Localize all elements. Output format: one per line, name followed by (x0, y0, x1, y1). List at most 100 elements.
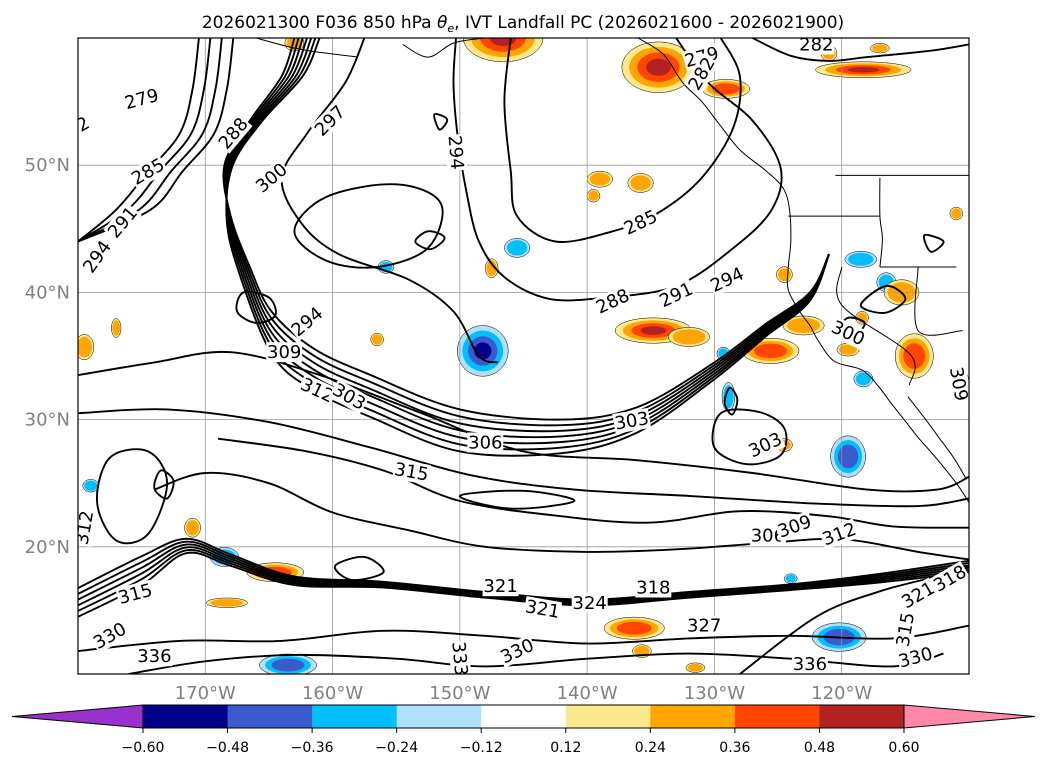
contour-label-halo (612, 407, 652, 434)
ivt-shade (186, 520, 199, 536)
colorbar-swatch (396, 705, 482, 728)
colorbar-tick-label: −0.60 (122, 740, 165, 756)
colorbar-extend-low (11, 704, 144, 729)
contour-label-halo (706, 263, 748, 297)
contour-line (78, 543, 969, 603)
contour-label-halo (774, 510, 815, 542)
colorbar-swatch (734, 705, 820, 728)
contour-label-halo (121, 84, 162, 114)
colorbar-tick-label: 0.12 (550, 740, 581, 756)
ivt-shade (847, 67, 880, 73)
ivt-shade (474, 342, 492, 360)
contour-label-halo (444, 133, 468, 172)
contour-label-halo (749, 525, 786, 546)
ivt-shade (630, 175, 651, 191)
contour-label: 306 (467, 432, 504, 454)
ivt-shade (848, 252, 874, 266)
contour-loop (333, 555, 385, 581)
contour-label-text: 312 (72, 509, 99, 546)
contour-label-halo (78, 109, 99, 145)
contour-loop (293, 183, 444, 269)
contour-label-text: 336 (793, 654, 827, 675)
ivt-shade (271, 658, 305, 672)
contour-loop (723, 386, 739, 416)
contour-line (78, 350, 969, 493)
contour-label: 309 (266, 342, 303, 363)
ivt-shade (872, 44, 888, 52)
contour-label: 312 (72, 508, 99, 548)
title-prefix: 2026021300 F036 850 hPa (202, 13, 437, 33)
longitude-axis: 170°W 160°W 150°W 140°W 130°W 120°W (175, 683, 873, 704)
ivt-shade (951, 208, 962, 219)
lat-tick-label: 30°N (25, 410, 70, 431)
ivt-shade (616, 621, 652, 635)
title-subscript: e (447, 22, 454, 35)
ivt-shade (646, 58, 671, 76)
title-theta: θ (437, 13, 448, 33)
contour-label-halo (827, 316, 869, 350)
colorbar-swatch (565, 705, 651, 728)
colorbar-tick-label: 0.24 (635, 740, 666, 756)
contour-label-text: 306 (751, 525, 785, 546)
contour-loop (96, 448, 169, 545)
colorbar-swatch (312, 705, 398, 728)
ivt-shade (785, 574, 796, 583)
colorbar-swatch (481, 705, 567, 728)
colorbar-extend-high (903, 704, 1036, 729)
lon-tick-label: 140°W (557, 683, 618, 704)
ivt-shade (210, 598, 244, 607)
ivt-shade (903, 343, 926, 369)
contour-label-text: 333 (447, 641, 471, 677)
contour-label: 324 (571, 592, 608, 614)
contour-line (78, 537, 969, 601)
ivt-shade (687, 663, 703, 672)
ivt-shade (672, 329, 706, 345)
ivt-shade (640, 326, 667, 335)
contour-label-halo (136, 646, 173, 667)
contour-line (225, 38, 830, 451)
ivt-shade (84, 480, 98, 491)
colorbar: −0.60 −0.48 −0.36 −0.24 −0.12 0.12 0.24 0.36 0.4… (11, 704, 1036, 756)
ivt-shade (634, 646, 650, 657)
contour-label-halo (895, 643, 936, 672)
contour-label-text: 324 (573, 593, 607, 614)
contour-line (217, 437, 969, 529)
contour-label-halo (286, 302, 328, 341)
title-suffix: , IVT Landfall PC (2026021600 - 20260219… (454, 13, 844, 33)
contour-line (78, 551, 969, 618)
contour-label-halo (496, 634, 538, 668)
contour-line (224, 38, 830, 439)
contour-label-halo (310, 100, 350, 141)
contour-line (78, 38, 200, 243)
coast-line (637, 38, 969, 503)
contour-label-halo (392, 458, 431, 485)
contour-label-halo (686, 615, 723, 636)
contour-label-text: 321 (483, 576, 517, 597)
contour-label: 294 (444, 133, 468, 172)
lat-tick-label: 40°N (25, 282, 70, 303)
contour-line (752, 38, 969, 62)
contour-label-halo (655, 278, 697, 312)
contour-line (78, 540, 969, 602)
contour-label-halo (78, 236, 116, 278)
ivt-shade (787, 317, 821, 334)
contour-label: 321 (523, 596, 563, 623)
lat-tick-label: 50°N (25, 155, 70, 176)
colorbar-tick-label: −0.24 (375, 740, 418, 756)
lon-tick-label: 130°W (684, 683, 745, 704)
contour-label-halo (791, 653, 828, 674)
ivt-shade (588, 190, 599, 201)
contour-line (78, 546, 969, 607)
contour-label-halo (103, 202, 142, 243)
coast-line (256, 38, 359, 58)
contour-label: 306 (749, 525, 786, 546)
contour-label-halo (523, 596, 563, 623)
lon-tick-label: 150°W (429, 683, 490, 704)
contour-label-halo (635, 577, 672, 598)
theta-e-contours (78, 38, 969, 674)
colorbar-tick-label: −0.12 (460, 740, 503, 756)
colorbar-tick-label: 0.36 (719, 740, 750, 756)
contour-loop (859, 285, 907, 314)
contour-label-halo (945, 364, 969, 404)
ivt-shade (372, 334, 383, 345)
